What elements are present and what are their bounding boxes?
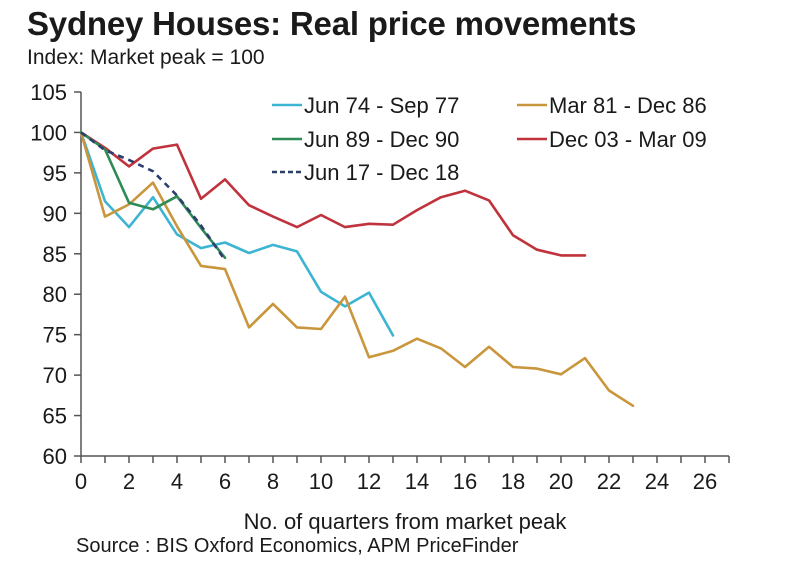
y-tick-label: 60	[43, 444, 67, 469]
x-tick-label: 24	[645, 469, 669, 494]
x-tick-label: 14	[405, 469, 429, 494]
x-tick-label: 18	[501, 469, 525, 494]
y-tick-label: 100	[30, 120, 67, 145]
legend-label: Jun 89 - Dec 90	[304, 127, 459, 152]
y-tick-label: 85	[43, 242, 67, 267]
legend-item: Dec 03 - Mar 09	[517, 127, 707, 152]
x-tick-label: 26	[693, 469, 717, 494]
y-tick-label: 75	[43, 323, 67, 348]
legend-label: Jun 17 - Dec 18	[304, 160, 459, 185]
legend-item: Jun 74 - Sep 77	[272, 93, 459, 118]
x-tick-label: 8	[267, 469, 279, 494]
x-tick-label: 20	[549, 469, 573, 494]
series-line-mar-81-dec-86	[79, 131, 635, 408]
x-tick-label: 10	[309, 469, 333, 494]
chart-subtitle: Index: Market peak = 100	[27, 46, 265, 69]
x-tick-label: 16	[453, 469, 477, 494]
y-tick-label: 95	[43, 161, 67, 186]
x-tick-label: 2	[123, 469, 135, 494]
series-line-dec-03-mar-09	[79, 131, 587, 257]
legend-item: Jun 17 - Dec 18	[272, 160, 459, 185]
x-axis-title: No. of quarters from market peak	[244, 509, 568, 534]
x-tick-label: 4	[171, 469, 183, 494]
legend: Jun 74 - Sep 77 Mar 81 - Dec 86 Jun 89 - D…	[272, 93, 707, 185]
x-tick-label: 6	[219, 469, 231, 494]
x-tick-label: 22	[597, 469, 621, 494]
x-tick-label: 0	[75, 469, 87, 494]
y-tick-label: 90	[43, 201, 67, 226]
x-tick-label: 12	[357, 469, 381, 494]
legend-label: Jun 74 - Sep 77	[304, 93, 459, 118]
y-tick-label: 105	[30, 80, 67, 105]
legend-item: Jun 89 - Dec 90	[272, 127, 459, 152]
legend-label: Dec 03 - Mar 09	[549, 127, 707, 152]
chart-title: Sydney Houses: Real price movements	[27, 5, 637, 42]
series-line-jun-89-dec-90	[79, 131, 227, 260]
source-note: Source : BIS Oxford Economics, APM Price…	[76, 535, 519, 557]
y-tick-label: 65	[43, 404, 67, 429]
legend-label: Mar 81 - Dec 86	[549, 93, 707, 118]
y-tick-label: 80	[43, 282, 67, 307]
series-lines	[79, 131, 635, 408]
y-tick-label: 70	[43, 363, 67, 388]
series-line-jun-17-dec-18	[80, 131, 227, 261]
legend-item: Mar 81 - Dec 86	[517, 93, 707, 118]
